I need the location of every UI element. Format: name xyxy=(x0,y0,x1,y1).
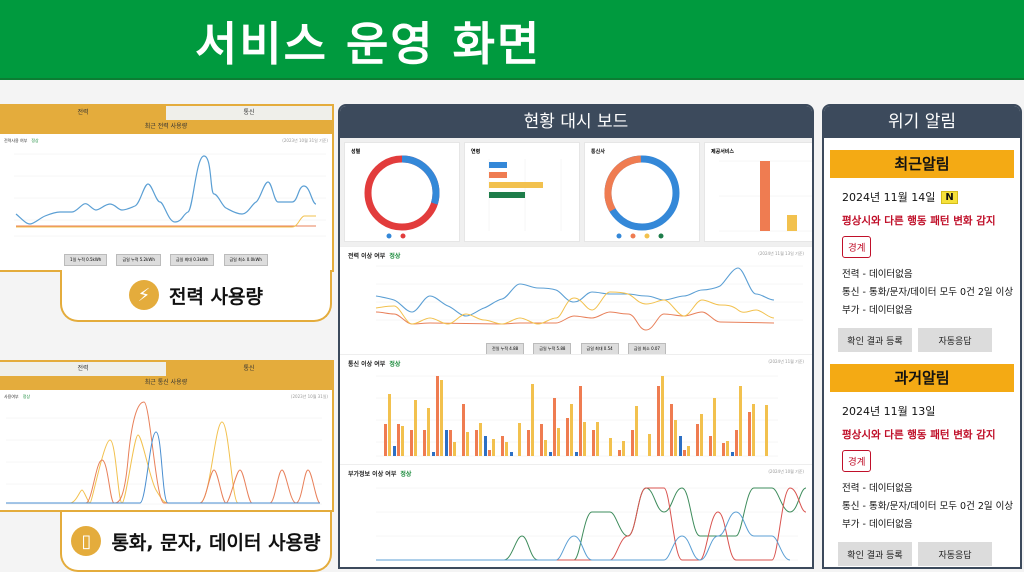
summary-button[interactable]: 금일 최소 0.0kWh xyxy=(223,254,268,266)
tab-comm[interactable]: 통신 xyxy=(243,365,255,372)
tab-power[interactable]: 전력 xyxy=(0,362,166,376)
status-badge: 정상 xyxy=(31,138,39,143)
page-title: 서비스 운영 화면 xyxy=(195,17,542,71)
date-note: (2023년 10월 31일) xyxy=(290,394,328,399)
smartphone-icon: ▯ xyxy=(71,526,102,556)
carrier-donut-chart xyxy=(604,155,680,239)
chart-title: 전력사용 여부 xyxy=(4,138,28,143)
recent-alert: 최근알림 2024년 11월 14일 N 평상시와 다른 행동 패턴 변화 감지 … xyxy=(824,150,1020,352)
comm-line-chart xyxy=(6,401,322,505)
alert-detail-power: 전력 - 데이터없음 xyxy=(842,483,913,494)
alert-date: 2024년 11월 13일 xyxy=(842,405,936,418)
alert-message: 평상시와 다른 행동 패턴 변화 감지 xyxy=(842,215,996,227)
alert-detail-extra: 부가 - 데이터없음 xyxy=(842,305,913,316)
comm-usage-caption: ▯ 통화, 문자, 데이터 사용량 xyxy=(60,512,332,572)
status-badge: 정상 xyxy=(22,394,31,399)
comm-usage-panel: 전력 통신 최근 통신 사용량 사용여부 정상 (2023년 10월 31일) xyxy=(0,360,334,512)
summary-button[interactable]: 금일 최대 0.3kWh xyxy=(169,254,215,266)
carrier-card: 통신사 xyxy=(584,142,700,242)
page-banner: 서비스 운영 화면 xyxy=(0,0,1024,80)
recent-alert-header: 최근알림 xyxy=(830,150,1014,178)
crisis-alert-panel: 위기 알림 최근알림 2024년 11월 14일 N 평상시와 다른 행동 패턴 … xyxy=(822,104,1022,569)
power-line-chart xyxy=(14,153,326,237)
alert-detail-power: 전력 - 데이터없음 xyxy=(842,269,913,280)
comm-anomaly-section: 통신 이상 여부 정상 (2024년 11월 기준) xyxy=(340,354,812,464)
age-card: 연령 xyxy=(464,142,580,242)
power-panel-subtitle: 최근 전력 사용량 xyxy=(0,120,332,134)
gender-donut-chart xyxy=(364,155,440,239)
power-anomaly-line-chart xyxy=(375,265,803,331)
service-card: 제공서비스 xyxy=(704,142,812,242)
chart-title: 사용여부 xyxy=(4,394,19,399)
dashboard-cards: 성별 연령 통신사 제 xyxy=(340,138,812,246)
dashboard-title: 현황 대시 보드 xyxy=(340,106,812,138)
power-usage-panel: 전력 통신 최근 전력 사용량 전력사용 여부 정상 (2023년 10월 31일… xyxy=(0,104,334,272)
lightning-icon: ⚡ xyxy=(128,280,159,310)
status-badge: 정상 xyxy=(389,253,401,260)
alert-level-badge: 경계 xyxy=(842,236,872,258)
power-anomaly-buttons: 전일 누적 4.88 금일 누적 5.88 금일 최대 0.54 금일 최소 0… xyxy=(348,335,804,355)
power-panel-tabs: 전력 통신 xyxy=(0,106,332,120)
tab-power[interactable]: 전력 xyxy=(77,109,89,116)
tab-comm[interactable]: 통신 xyxy=(166,106,332,120)
extra-anomaly-line-chart xyxy=(376,487,807,561)
register-result-button[interactable]: 확인 결과 등록 xyxy=(838,542,912,566)
new-badge: N xyxy=(941,190,958,204)
summary-button[interactable]: 1일 누적 0.5kWh xyxy=(64,254,108,266)
status-badge: 정상 xyxy=(400,471,412,478)
status-badge: 정상 xyxy=(389,361,401,368)
register-result-button[interactable]: 확인 결과 등록 xyxy=(838,328,912,352)
comm-panel-tabs: 전력 통신 xyxy=(0,362,332,376)
summary-button[interactable]: 금일 누적 5.2kWh xyxy=(116,254,161,266)
gender-card: 성별 xyxy=(344,142,460,242)
service-bar-chart xyxy=(719,160,812,232)
alert-level-badge: 경계 xyxy=(842,450,872,472)
past-alert: 과거알림 2024년 11월 13일 평상시와 다른 행동 패턴 변화 감지 경… xyxy=(824,364,1020,566)
past-alert-header: 과거알림 xyxy=(830,364,1014,392)
alert-detail-comm: 통신 - 통화/문자/데이터 모두 0건 2일 이상 xyxy=(842,287,1014,298)
extra-anomaly-section: 부가정보 이상 여부 정상 (2024년 10월 기준) xyxy=(340,464,812,567)
alert-message: 평상시와 다른 행동 패턴 변화 감지 xyxy=(842,429,996,441)
alert-detail-comm: 통신 - 통화/문자/데이터 모두 0건 2일 이상 xyxy=(842,501,1014,512)
age-bar-chart xyxy=(488,159,562,231)
auto-response-button[interactable]: 자동응답 xyxy=(918,542,992,566)
alert-date: 2024년 11월 14일 xyxy=(842,191,936,204)
power-usage-caption: ⚡ 전력 사용량 xyxy=(60,270,332,322)
comm-anomaly-bar-chart xyxy=(376,375,778,457)
date-note: (2023년 10월 31일 기준) xyxy=(282,138,328,143)
power-summary-buttons: 1일 누적 0.5kWh 금일 누적 5.2kWh 금일 최대 0.3kWh 금… xyxy=(0,246,332,266)
status-dashboard: 현황 대시 보드 성별 연령 통신사 xyxy=(338,104,814,569)
alert-detail-extra: 부가 - 데이터없음 xyxy=(842,519,913,530)
alert-panel-title: 위기 알림 xyxy=(824,106,1020,138)
comm-panel-subtitle: 최근 통신 사용량 xyxy=(0,376,332,390)
auto-response-button[interactable]: 자동응답 xyxy=(918,328,992,352)
power-anomaly-section: 전력 이상 여부 정상 (2024년 11월 13일 기준) 전일 누적 4.88… xyxy=(340,246,812,355)
